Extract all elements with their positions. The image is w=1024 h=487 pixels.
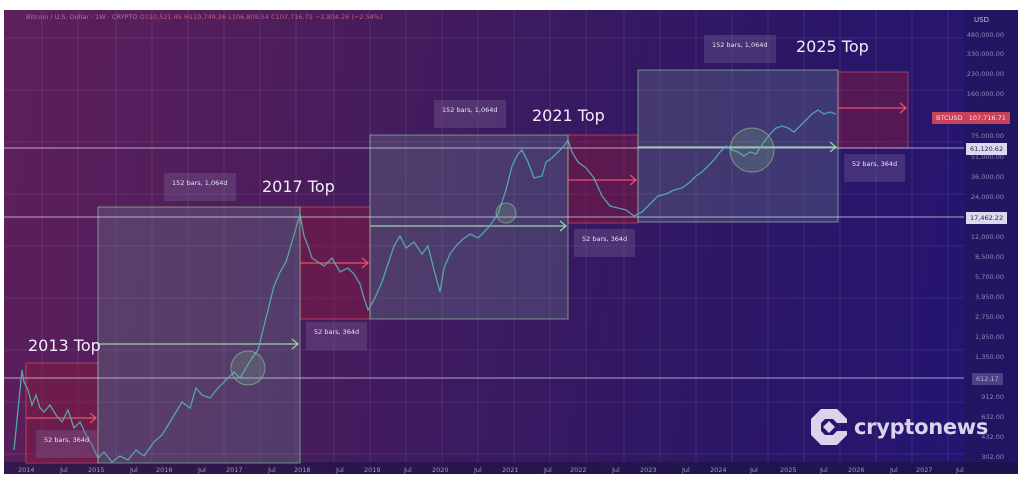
y-tick: 632.00	[981, 413, 1004, 421]
bull-duration-2017: 152 bars, 1,064d	[164, 173, 236, 201]
x-tick: 2020	[432, 466, 449, 474]
x-tick: 2021	[502, 466, 519, 474]
currency-label: USD	[974, 16, 989, 24]
x-tick: 2024	[710, 466, 727, 474]
x-tick: Jul	[474, 466, 482, 474]
x-tick: Jul	[336, 466, 344, 474]
highlight-circles	[230, 127, 775, 386]
y-tick: 8,500.00	[975, 253, 1004, 261]
title-2025-top: 2025 Top	[796, 37, 869, 56]
price-series	[13, 109, 837, 463]
bear-duration-2014: 52 bars, 364d	[36, 430, 98, 458]
x-tick: 2016	[156, 466, 173, 474]
y-tick: 12,000.00	[970, 233, 1004, 241]
cryptonews-logo-icon	[811, 409, 847, 445]
btcusd-price-tag: BTCUSD 107,716.71	[932, 112, 1010, 124]
title-2021-top: 2021 Top	[532, 106, 605, 125]
x-tick: 2022	[570, 466, 587, 474]
y-tick: 160,000.00	[966, 90, 1004, 98]
x-tick: 2017	[226, 466, 243, 474]
x-tick: 2026	[848, 466, 865, 474]
y-tick: 432.00	[981, 433, 1004, 441]
y-tick: 302.00	[981, 453, 1004, 461]
btcusd-value: 107,716.71	[968, 114, 1006, 122]
x-tick: 2025	[780, 466, 797, 474]
x-tick: Jul	[750, 466, 758, 474]
y-tick: 1,950.00	[975, 333, 1004, 341]
horizontal-levels	[4, 147, 964, 379]
x-tick: 2015	[88, 466, 105, 474]
x-tick: 2014	[18, 466, 35, 474]
y-tick: 24,000.00	[970, 193, 1004, 201]
btcusd-label: BTCUSD	[936, 114, 963, 122]
bear-duration-2026: 52 bars, 364d	[844, 154, 906, 182]
x-tick: Jul	[956, 466, 964, 474]
x-tick: Jul	[682, 466, 690, 474]
x-tick: 2023	[640, 466, 657, 474]
chart-header: Bitcoin / U.S. Dollar · 1W · CRYPTO O110…	[26, 13, 383, 21]
x-tick: 2019	[364, 466, 381, 474]
x-tick: Jul	[268, 466, 276, 474]
level-high-tag: 61,120.62	[966, 143, 1008, 155]
open-value: O110,521.45	[139, 13, 182, 21]
x-tick: 2027	[916, 466, 933, 474]
y-tick: 51,000.00	[970, 153, 1004, 161]
bear-boxes	[25, 71, 909, 464]
x-tick: Jul	[544, 466, 552, 474]
low-value: L106,809.54	[228, 13, 270, 21]
watermark-text: cryptonews	[854, 415, 989, 439]
x-tick: Jul	[612, 466, 620, 474]
x-tick: Jul	[820, 466, 828, 474]
x-tick: 2018	[294, 466, 311, 474]
x-tick: Jul	[60, 466, 68, 474]
y-tick: 912.00	[981, 393, 1004, 401]
close-value: C107,716.71	[271, 13, 313, 21]
x-tick: Jul	[198, 466, 206, 474]
bear-duration-2022: 52 bars, 364d	[574, 229, 636, 257]
high-value: H110,749.26	[184, 13, 227, 21]
level-low-tag: 612.17	[972, 373, 1003, 385]
y-tick: 330,000.00	[966, 50, 1004, 58]
y-tick: 230,000.00	[966, 70, 1004, 78]
y-tick: 36,000.00	[970, 173, 1004, 181]
grid	[4, 10, 964, 462]
level-mid-tag: 17,462.22	[966, 212, 1008, 224]
y-tick: 1,350.00	[975, 353, 1004, 361]
x-tick: Jul	[890, 466, 898, 474]
y-tick: 2,750.00	[975, 313, 1004, 321]
symbol-label: Bitcoin / U.S. Dollar · 1W · CRYPTO	[26, 13, 138, 21]
y-tick: 75,000.00	[970, 132, 1004, 140]
y-tick: 3,950.00	[975, 293, 1004, 301]
bull-duration-2021: 152 bars, 1,064d	[434, 100, 506, 128]
y-tick: 5,700.00	[975, 273, 1004, 281]
bull-boxes	[97, 69, 839, 464]
bear-duration-2018: 52 bars, 364d	[306, 322, 368, 350]
x-tick: Jul	[130, 466, 138, 474]
x-tick: Jul	[404, 466, 412, 474]
title-2013-top: 2013 Top	[28, 336, 101, 355]
change-value: −2,804.26 (−2.54%)	[314, 13, 383, 21]
cryptonews-watermark: cryptonews	[810, 408, 988, 446]
y-tick: 480,000.00	[966, 31, 1004, 39]
chart-canvas	[4, 10, 1018, 474]
duration-arrows	[26, 102, 907, 424]
title-2017-top: 2017 Top	[262, 177, 335, 196]
btc-cycle-chart: Bitcoin / U.S. Dollar · 1W · CRYPTO O110…	[4, 10, 1018, 474]
bull-duration-2025: 152 bars, 1,064d	[704, 35, 776, 63]
